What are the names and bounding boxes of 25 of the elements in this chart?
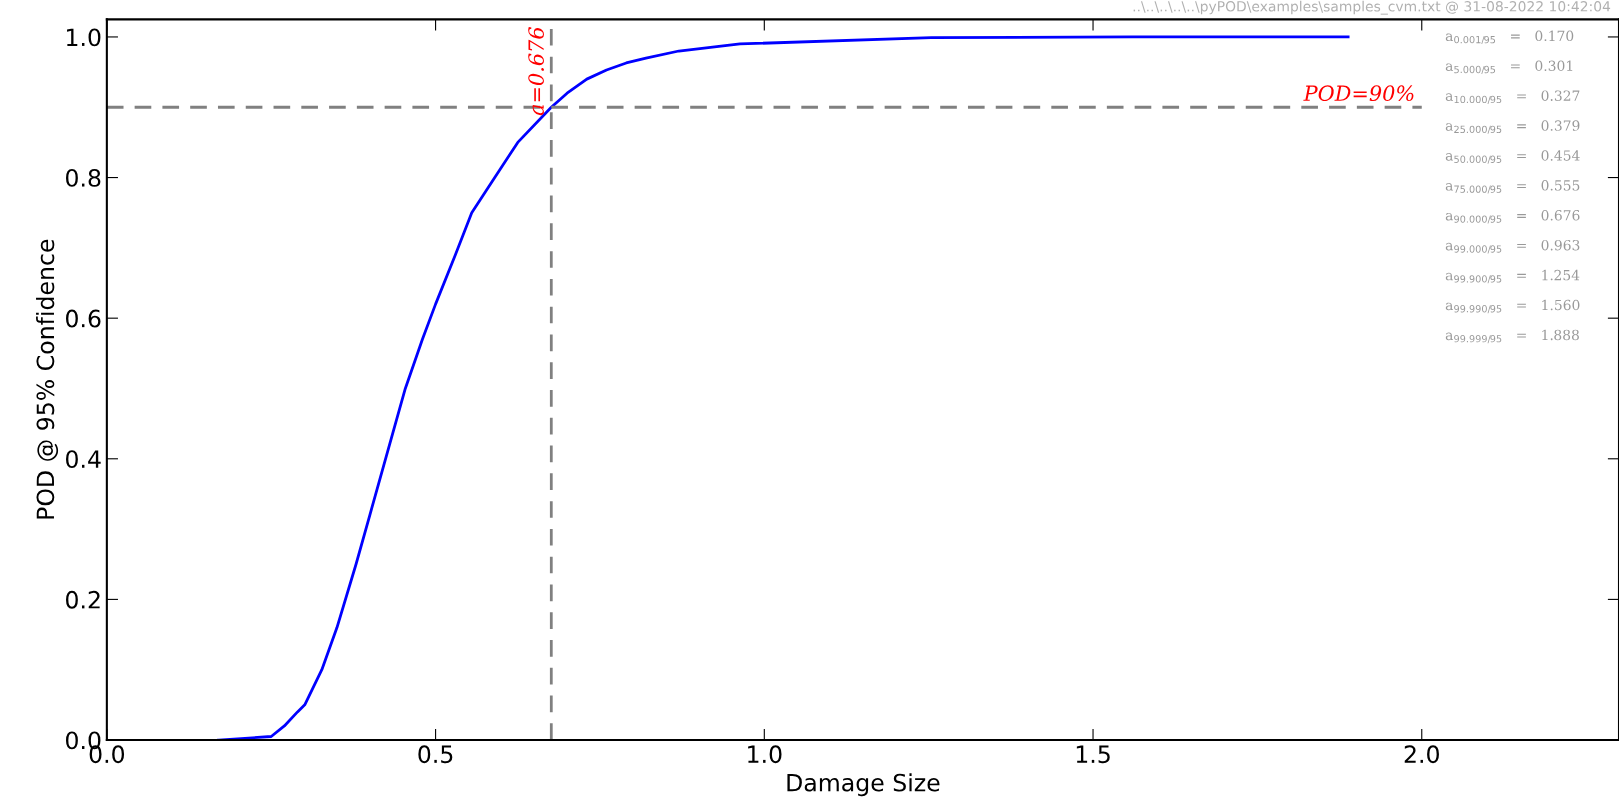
text: a$_{50.000/95}$ = 0.454 xyxy=(1445,150,1580,164)
text: a$_{10.000/95}$ = 0.327 xyxy=(1445,90,1580,104)
y-tick-label: 0.8 xyxy=(66,169,101,187)
y-axis-title: POD @ 95% Confidence xyxy=(36,239,59,519)
text: a$_{99.000/95}$ = 0.963 xyxy=(1445,239,1580,254)
y-tick-label: 1.0 xyxy=(67,28,101,47)
text: a$_{75.000/95}$ = 0.555 xyxy=(1445,180,1580,194)
ref-line-label: a=0.676 xyxy=(528,27,544,116)
text: a$_{5.000/95}$ = 0.301 xyxy=(1445,60,1573,74)
x-tick-label: 1.0 xyxy=(748,745,782,764)
x-tick-label: 0.5 xyxy=(418,745,453,764)
ref-line-label: POD=90% xyxy=(1303,85,1414,102)
x-axis-title: Damage Size xyxy=(787,773,940,797)
x-tick-label: 2.0 xyxy=(1404,745,1439,764)
y-tick-label: 0.4 xyxy=(66,450,101,469)
y-tick-label: 0.6 xyxy=(66,309,101,328)
text: a$_{25.000/95}$ = 0.379 xyxy=(1445,120,1580,134)
x-tick-label: 1.5 xyxy=(1076,745,1110,764)
text: a$_{90.000/95}$ = 0.676 xyxy=(1445,210,1580,224)
text: a$_{99.900/95}$ = 1.254 xyxy=(1445,269,1580,284)
text: a$_{0.001/95}$ = 0.170 xyxy=(1445,30,1574,45)
text: a$_{99.999/95}$ = 1.888 xyxy=(1445,329,1579,344)
y-tick-label: 0.2 xyxy=(66,590,100,609)
text: a$_{99.990/95}$ = 1.560 xyxy=(1445,299,1580,314)
text: ..\..\..\..\..\pyPOD\examples\samples_cvm.txt @ 31-08-2022 10:42:04 xyxy=(1133,0,1611,15)
